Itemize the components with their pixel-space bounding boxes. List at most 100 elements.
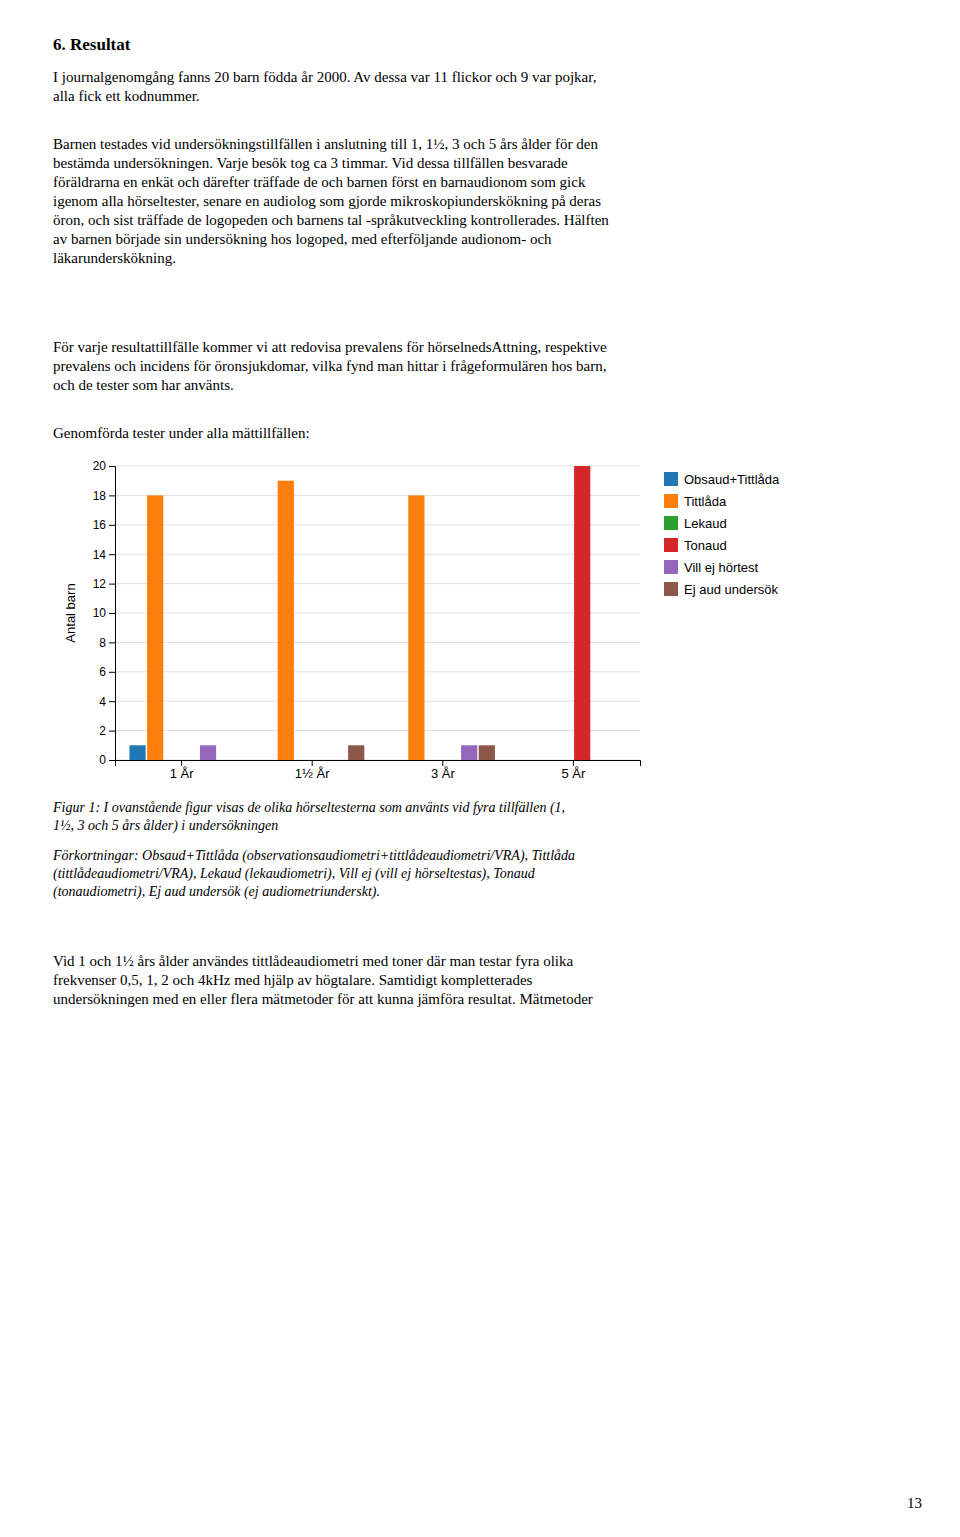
bar [609,760,625,761]
text-line: Förkortningar: Obsaud+Tittlåda (observat… [52,848,575,864]
tick-label: 5 År [561,766,586,781]
legend: Obsaud+Tittlåda Tittlåda Lekaud Tonaud Vill … [664,472,780,597]
tick-mark [109,525,115,526]
legend-swatch [664,538,678,552]
grid-line [115,642,640,643]
x-axis: 1 År 1½ År 3 År 5 År [116,760,641,781]
text-line: läkarunderskökning. [53,250,176,266]
text-line: (tonaudiometri), Ej aud undersök (ej aud… [53,884,380,900]
legend-label: Lekaud [684,516,727,531]
legend-label: Obsaud+Tittlåda [684,472,780,487]
bar [539,760,555,761]
tick: 4 [99,695,115,709]
text-line: undersökningen med en eller flera mätmet… [53,991,593,1007]
tick-label: 1½ År [295,766,330,781]
tick: 10 [93,606,115,620]
bar [313,760,329,761]
tick-label: 6 [99,665,106,679]
grid-line [115,554,640,555]
bar [521,760,537,761]
bar [556,760,572,761]
text-line: (tittlådeaudiometri/VRA), Lekaud (lekaud… [53,866,536,882]
legend-label: Vill ej hörtest [684,560,759,575]
bar [426,760,442,761]
caption: Förkortningar: Obsaud+Tittlåda (observat… [52,848,575,900]
paragraph: I journalgenomgång fanns 20 barn födda å… [53,69,596,104]
tick: 0 [99,753,115,767]
grid-line [115,495,640,496]
y-axis: 02468101214161820 [93,459,116,767]
tick-label: 4 [99,695,106,709]
tick-label: 20 [93,459,107,473]
bar [391,760,407,761]
tick-label: 8 [99,636,106,650]
text-line: prevalens och incidens för öronsjukdomar… [53,358,606,374]
axis-line [109,467,116,761]
tick: 3 År [431,760,456,781]
tick-mark [442,760,443,766]
legend-item: Tittlåda [664,494,727,509]
bar [408,495,424,760]
text-line: Vid 1 och 1½ års ålder användes tittlåde… [53,953,574,969]
legend-swatch [664,582,678,596]
grid-line [115,671,640,672]
bar-series [348,745,495,760]
legend-item: Obsaud+Tittlåda [664,472,780,487]
grid-line [115,524,640,525]
tick: 16 [93,518,115,532]
grid-line [115,466,640,467]
tick-mark [109,642,115,643]
grid [115,466,640,760]
tick-mark [109,584,115,585]
text-line: I journalgenomgång fanns 20 barn födda å… [53,69,596,85]
tick: 12 [93,577,115,591]
text-line: Barnen testades vid undersökningstillfäl… [53,136,598,152]
tick: 14 [93,548,115,562]
page-number: 13 [907,1495,922,1511]
tick-label: 10 [93,606,107,620]
text-line: Genomförda tester under alla mättillfäll… [53,425,310,441]
bar-series [200,745,477,760]
grid-line [115,613,640,614]
legend-swatch [664,516,678,530]
tick-mark [109,613,115,614]
tick-label: 12 [93,577,107,591]
tick-mark [573,760,574,766]
text-line: frekvenser 0,5, 1, 2 och 4kHz med hjälp … [53,972,533,988]
tick-label: 18 [93,489,107,503]
bar [147,495,163,760]
bar [200,745,216,760]
legend-item: Tonaud [664,538,727,553]
bar [165,760,181,761]
tick-mark [109,731,115,732]
legend-label: Ej aud undersök [684,582,778,597]
bar-series [147,481,424,760]
paragraph: Vid 1 och 1½ års ålder användes tittlåde… [53,953,593,1007]
bar [592,760,608,761]
legend-item: Vill ej hörtest [664,560,759,575]
bar [348,745,364,760]
paragraph: För varje resultattillfälle kommer vi at… [53,339,607,393]
tick-label: 3 År [431,766,456,781]
text-line: igenom alla hörseltester, senare en audi… [53,193,601,209]
tick-label: 14 [93,548,107,562]
page: 6. ResultatI journalgenomgång fanns 20 b… [0,0,960,1537]
tick: 1 År [170,760,195,781]
bar [331,760,347,761]
legend-item: Ej aud undersök [664,582,778,597]
tick-label: 1 År [170,766,195,781]
legend-label: Tonaud [684,538,727,553]
grid-line [115,730,640,731]
tick: 1½ År [295,760,330,781]
axis-line [116,761,641,767]
bar-series [129,745,145,760]
tick-mark [109,554,115,555]
tick: 20 [93,459,115,473]
text-line: 13 [907,1495,922,1511]
tick-mark [109,672,115,673]
tick-mark [181,760,182,766]
tick-mark [109,760,115,761]
legend-label: Tittlåda [684,494,727,509]
axis-title: Antal barn [63,583,78,642]
tick: 18 [93,489,115,503]
